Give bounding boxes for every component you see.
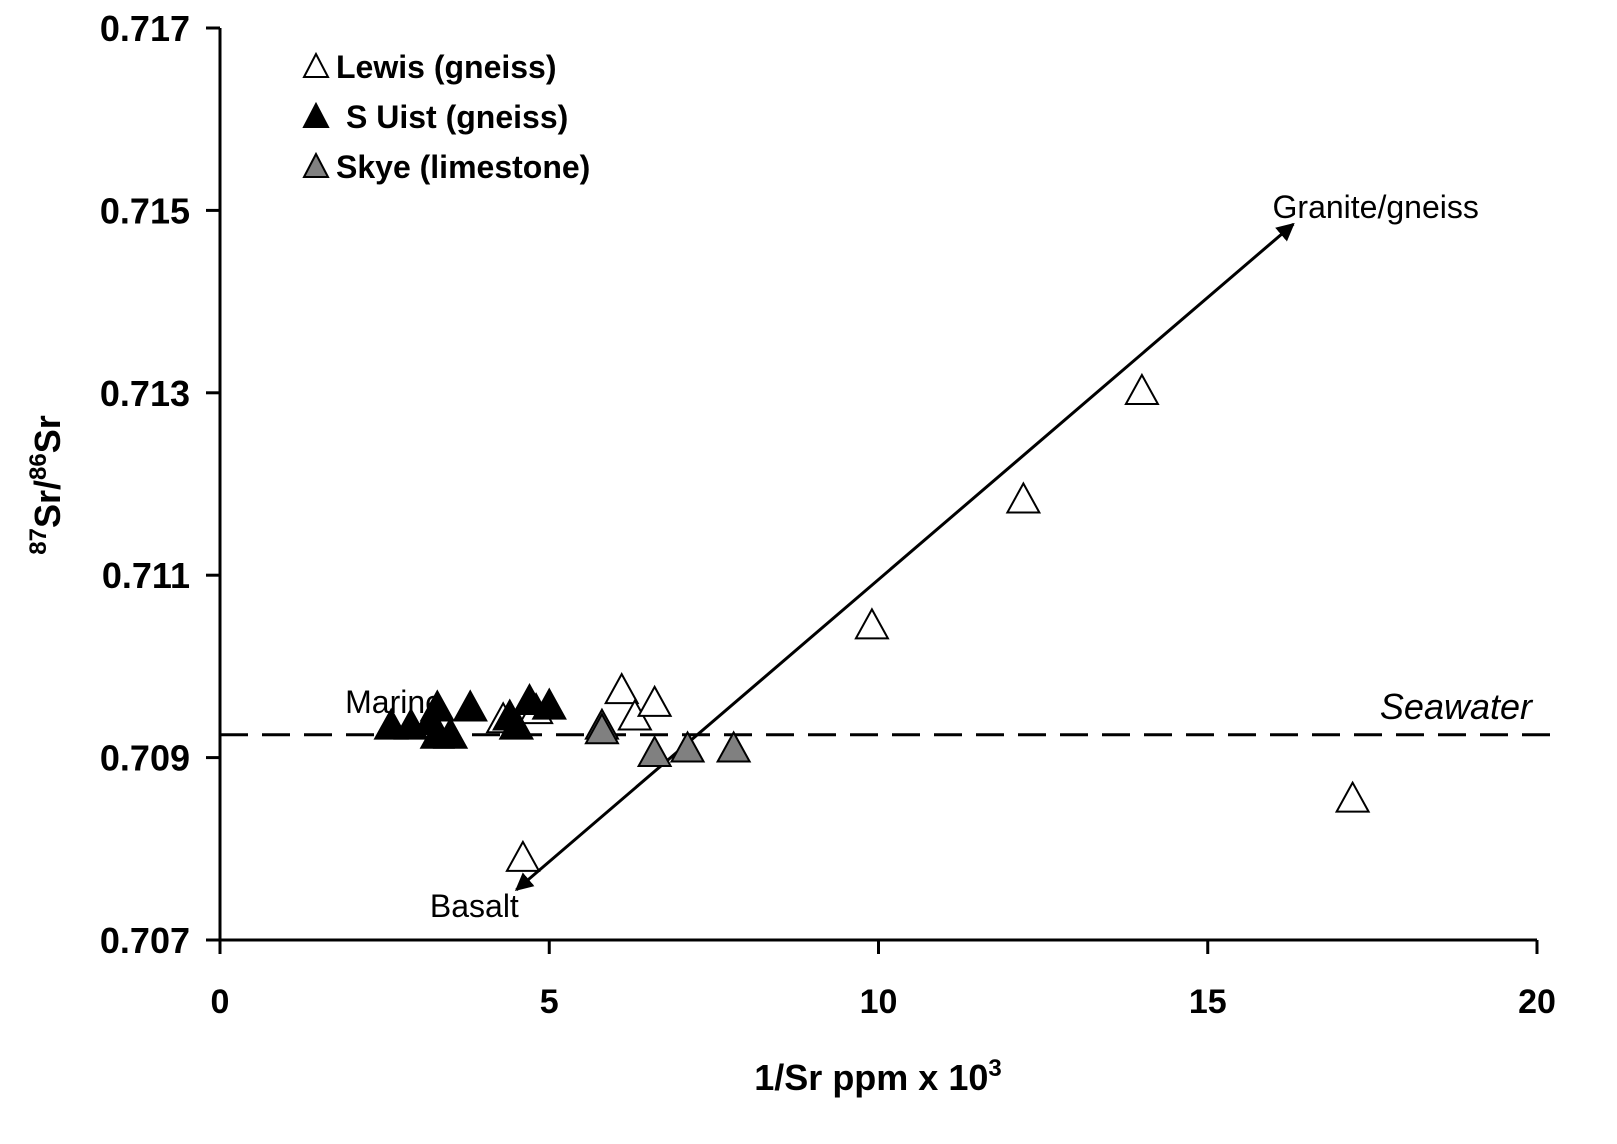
y-axis-title-sup-87: 87 — [25, 528, 52, 555]
data-point-triangle-filled — [511, 682, 548, 716]
x-tick-label: 10 — [860, 983, 898, 1021]
y-tick-label: 0.707 — [100, 920, 190, 961]
data-point-triangle-open — [1334, 780, 1371, 813]
mixing-trend-arrow — [514, 222, 1295, 892]
y-tick-label: 0.717 — [100, 8, 190, 49]
data-point-triangle-gray — [669, 730, 706, 763]
data-point-triangle-open — [854, 607, 890, 640]
x-axis-title-main: 1/Sr ppm x 10 — [754, 1057, 988, 1098]
x-axis-ticks: 0 5 10 15 20 — [211, 940, 1556, 1021]
y-axis-ticks: 0.707 0.709 0.711 0.713 0.715 0.717 — [100, 8, 220, 961]
data-point-triangle-gray — [715, 730, 752, 763]
y-tick-label: 0.709 — [100, 738, 190, 779]
x-tick-label: 20 — [1518, 983, 1556, 1021]
legend: Lewis (gneiss) S Uist (gneiss) Skye (lim… — [302, 49, 590, 185]
data-point-triangle-open — [1005, 481, 1042, 514]
y-tick-label: 0.715 — [100, 190, 190, 231]
x-tick-label: 5 — [540, 983, 559, 1021]
data-point-triangle-gray — [584, 712, 620, 745]
legend-label-skye: Skye (limestone) — [336, 149, 590, 185]
legend-marker-lewis — [302, 51, 330, 78]
data-point-triangle-open — [505, 839, 541, 872]
y-tick-label: 0.711 — [102, 555, 190, 596]
data-point-triangle-filled — [452, 689, 488, 722]
data-point-triangle-filled — [531, 687, 567, 720]
x-axis-title-superscript: 3 — [988, 1055, 1001, 1082]
y-axis-title-sup-86: 86 — [25, 453, 52, 480]
y-axis-title: 87Sr/86Sr — [25, 415, 68, 554]
x-axis-title: 1/Sr ppm x 103 — [754, 1055, 1001, 1098]
data-point-triangle-filled — [432, 716, 469, 749]
y-tick-label: 0.713 — [100, 373, 190, 414]
legend-label-s-uist: S Uist (gneiss) — [346, 99, 568, 135]
data-point-triangle-open — [636, 684, 673, 717]
granite-gneiss-annotation: Granite/gneiss — [1273, 189, 1479, 225]
x-tick-label: 0 — [211, 983, 230, 1021]
legend-label-lewis: Lewis (gneiss) — [336, 49, 557, 85]
x-tick-label: 15 — [1189, 983, 1227, 1021]
data-point-triangle-filled — [498, 707, 535, 740]
data-point-triangle-gray — [636, 734, 673, 768]
data-point-triangle-open — [603, 672, 640, 705]
data-point-triangle-open — [1124, 372, 1160, 405]
legend-marker-skye — [302, 151, 330, 178]
y-axis-title-sr-slash: Sr/ — [27, 480, 68, 528]
data-points — [373, 372, 1371, 872]
y-axis-title-sr: Sr — [27, 415, 68, 453]
basalt-annotation: Basalt — [430, 888, 519, 924]
legend-marker-s-uist — [302, 101, 330, 128]
seawater-label: Seawater — [1380, 686, 1534, 727]
